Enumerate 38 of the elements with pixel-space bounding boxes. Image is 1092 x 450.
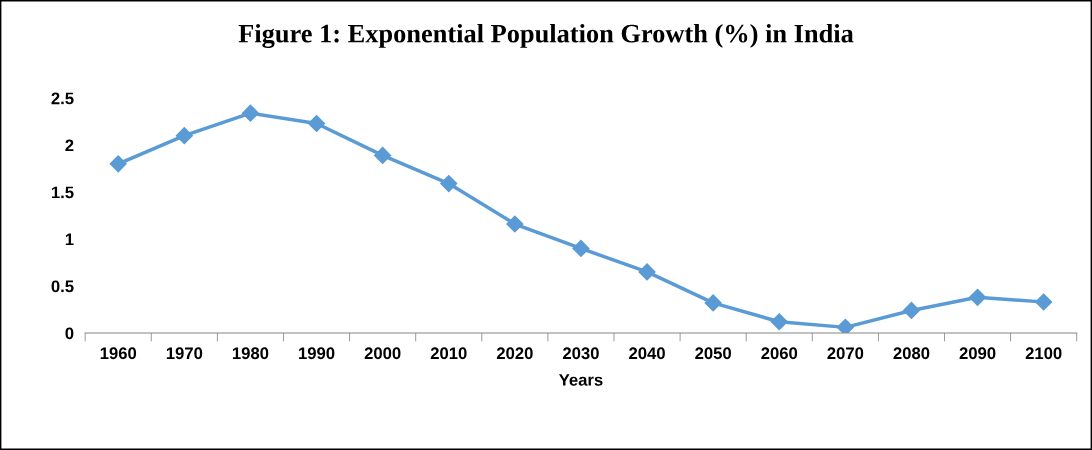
point <box>902 301 921 320</box>
point <box>175 127 193 145</box>
x-tick-label: 2090 <box>959 347 996 360</box>
point <box>638 263 656 281</box>
x-tick-label: 2050 <box>695 347 732 360</box>
point <box>109 155 127 173</box>
x-tick-label: 2060 <box>761 347 798 360</box>
point <box>572 239 590 257</box>
x-tick-label: 2030 <box>562 347 599 360</box>
x-tick-label: 2000 <box>364 347 401 360</box>
x-tick-label: 2080 <box>893 347 930 360</box>
y-tick-label: 0.5 <box>51 280 74 293</box>
point <box>374 146 392 164</box>
x-tick-label: 2040 <box>629 347 665 360</box>
point <box>307 114 326 133</box>
x-tick-label: 1990 <box>299 347 335 360</box>
point <box>1035 293 1053 311</box>
x-tick-label: 1970 <box>166 347 203 360</box>
x-tick-label: 2070 <box>827 347 864 360</box>
point <box>241 104 259 122</box>
point <box>440 175 458 193</box>
chart-title: Figure 1: Exponential Population Growth (%) in India <box>238 23 854 49</box>
y-tick-label: 1 <box>65 233 74 246</box>
y-tick-label: 2.5 <box>51 92 74 105</box>
point <box>506 215 524 233</box>
x-tick-label: 1980 <box>232 347 269 360</box>
x-tick-label: 1960 <box>100 347 137 360</box>
point <box>770 313 788 331</box>
x-tick-label: 2010 <box>430 347 467 360</box>
point <box>969 288 987 306</box>
x-tick-label: 2100 <box>1025 347 1062 360</box>
x-tick-label: 2020 <box>496 347 533 360</box>
x-axis-title: Years <box>558 374 603 386</box>
y-tick-label: 2 <box>65 139 74 152</box>
y-tick-label: 0 <box>65 327 74 340</box>
point <box>836 318 854 333</box>
y-tick-label: 1.5 <box>51 186 74 199</box>
point <box>704 294 722 312</box>
